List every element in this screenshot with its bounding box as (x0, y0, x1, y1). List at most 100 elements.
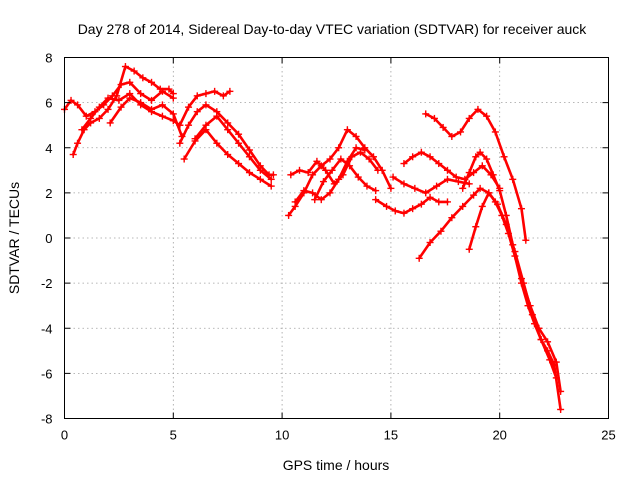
data-point (137, 90, 145, 98)
x-tick-label: 10 (275, 428, 289, 443)
data-point (185, 103, 193, 111)
y-tick-label: 2 (45, 186, 52, 201)
data-point (337, 155, 345, 163)
data-point (435, 198, 443, 206)
data-point (496, 187, 504, 195)
series-track-6 (176, 101, 277, 179)
y-tick-label: 0 (45, 231, 52, 246)
data-point (509, 241, 517, 249)
data-point (409, 153, 417, 161)
data-point (372, 187, 380, 195)
data-point (311, 196, 319, 204)
y-tick-label: 8 (45, 51, 52, 66)
data-point (245, 153, 253, 161)
data-point (472, 153, 480, 161)
data-point (426, 153, 434, 161)
data-point (374, 166, 382, 174)
data-point (457, 128, 465, 136)
x-tick-label: 20 (492, 428, 506, 443)
data-point (287, 171, 295, 179)
series-line (71, 65, 175, 156)
data-point (269, 171, 277, 179)
data-point (313, 157, 321, 165)
data-point (491, 128, 499, 136)
data-point (391, 207, 399, 215)
data-point (476, 148, 484, 156)
data-point (369, 153, 377, 161)
data-point (509, 175, 517, 183)
data-point (544, 338, 552, 346)
data-point (148, 105, 156, 113)
data-point (169, 90, 177, 98)
data-point (87, 114, 95, 122)
data-point (126, 94, 134, 102)
series-line (402, 151, 502, 190)
data-point (537, 336, 545, 344)
y-tick-label: -2 (41, 276, 53, 291)
data-point (176, 139, 184, 147)
data-point (82, 112, 90, 120)
data-point (113, 92, 121, 100)
data-point (300, 187, 308, 195)
grid-lines (64, 57, 609, 419)
data-point (483, 112, 491, 120)
data-point (219, 92, 227, 100)
data-point (226, 87, 234, 95)
data-point (309, 171, 317, 179)
series-track-14 (389, 173, 473, 197)
series-line (108, 96, 184, 138)
data-point (235, 139, 243, 147)
data-point (121, 63, 129, 71)
x-tick-label: 15 (384, 428, 398, 443)
data-point (352, 132, 360, 140)
data-point (478, 162, 486, 170)
series-track-18 (465, 189, 565, 413)
data-point (415, 254, 423, 262)
data-point (148, 96, 156, 104)
data-point (185, 121, 193, 129)
data-series (61, 63, 565, 413)
data-point (95, 103, 103, 111)
chart-title: Day 278 of 2014, Sidereal Day-to-day VTE… (78, 21, 588, 37)
data-point (67, 96, 75, 104)
data-point (478, 202, 486, 210)
data-point (448, 214, 456, 222)
data-point (443, 166, 451, 174)
data-point (309, 189, 317, 197)
data-point (459, 184, 467, 192)
data-point (417, 200, 425, 208)
series-track-15 (400, 148, 504, 192)
series-track-8 (191, 112, 275, 183)
x-tick-label: 0 (61, 428, 68, 443)
series-track-2 (69, 63, 177, 159)
data-point (180, 155, 188, 163)
data-point (328, 166, 336, 174)
data-point (483, 155, 491, 163)
data-point (69, 151, 77, 159)
data-point (433, 182, 441, 190)
data-point (472, 223, 480, 231)
data-point (454, 178, 462, 186)
data-point (465, 114, 473, 122)
series-track-13 (372, 193, 451, 217)
data-point (335, 175, 343, 183)
data-point (224, 151, 232, 159)
data-point (106, 119, 114, 127)
series-line (178, 103, 275, 177)
data-point (500, 153, 508, 161)
data-point (74, 101, 82, 109)
data-point (552, 358, 560, 366)
data-point (169, 110, 177, 118)
data-point (346, 162, 354, 170)
data-point (491, 198, 499, 206)
y-axis-label: SDTVAR / TECUs (6, 182, 22, 294)
data-point (465, 180, 473, 188)
data-point (115, 96, 123, 104)
data-point (474, 105, 482, 113)
data-point (365, 155, 373, 163)
data-point (213, 139, 221, 147)
data-point (267, 182, 275, 190)
data-point (400, 209, 408, 217)
x-axis-label: GPS time / hours (283, 457, 390, 473)
data-point (517, 275, 525, 283)
